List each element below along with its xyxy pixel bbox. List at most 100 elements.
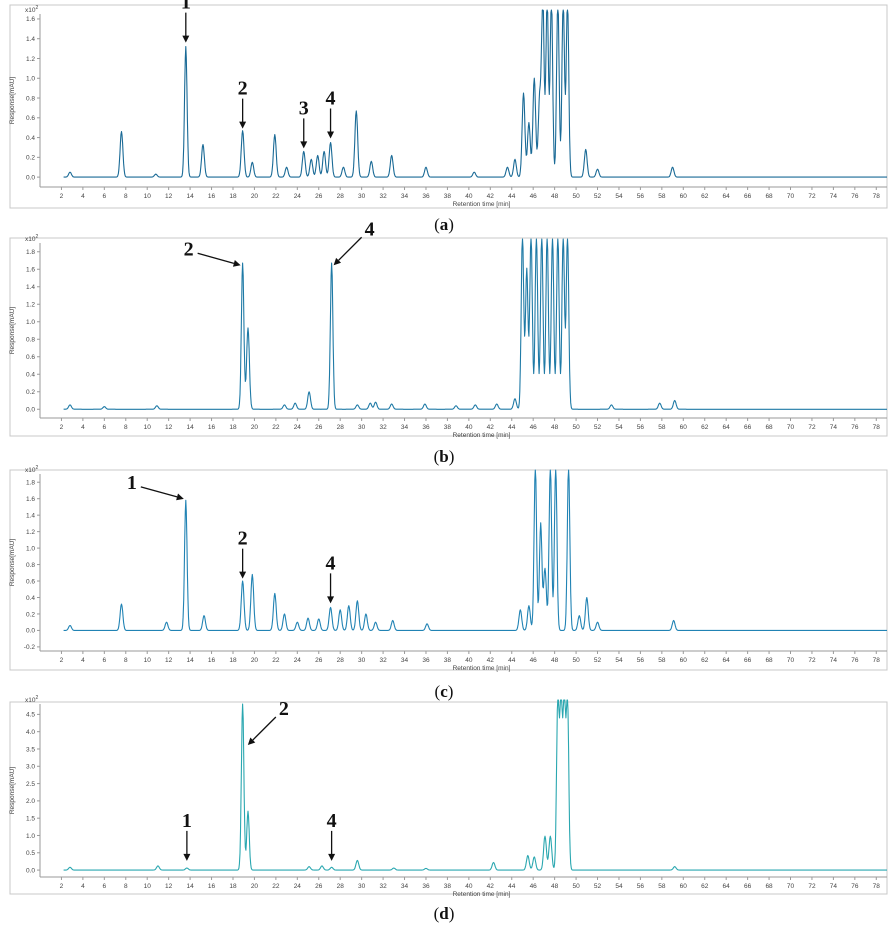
- x-tick-label: 18: [229, 657, 237, 664]
- y-tick-label: 0.2: [26, 611, 35, 618]
- caption-close: ): [448, 215, 454, 234]
- x-tick-label: 26: [315, 657, 323, 664]
- x-tick-label: 42: [487, 657, 495, 664]
- x-tick-label: 46: [530, 883, 538, 890]
- x-tick-label: 18: [229, 193, 237, 200]
- x-tick-label: 48: [551, 193, 559, 200]
- peak-label-1: 1: [127, 472, 137, 494]
- x-tick-label: 22: [272, 883, 280, 890]
- x-tick-label: 40: [465, 193, 473, 200]
- x-tick-label: 20: [251, 883, 259, 890]
- x-tick-label: 8: [124, 883, 128, 890]
- x-tick-label: 52: [594, 657, 602, 664]
- y-tick-label: 1.6: [26, 496, 35, 503]
- x-tick-label: 58: [658, 657, 666, 664]
- y-axis-title: Response[mAU]: [9, 307, 16, 355]
- y-axis-title: Response[mAU]: [9, 539, 16, 587]
- x-tick-label: 18: [229, 424, 237, 431]
- panel-frame: [9, 237, 888, 437]
- peak-label-2: 2: [238, 528, 248, 550]
- x-tick-label: 76: [851, 424, 859, 431]
- annotation-arrow: [140, 486, 178, 498]
- x-tick-label: 24: [294, 424, 302, 431]
- x-tick-label: 4: [81, 657, 85, 664]
- peak-label-4: 4: [326, 552, 336, 574]
- peak-label-4: 4: [327, 810, 337, 832]
- annotation-arrowhead: [247, 737, 256, 745]
- x-tick-label: 16: [208, 193, 216, 200]
- x-tick-label: 36: [422, 883, 430, 890]
- x-tick-label: 34: [401, 657, 409, 664]
- x-tick-label: 18: [229, 883, 237, 890]
- x-tick-label: 70: [787, 657, 795, 664]
- peak-label-4: 4: [365, 218, 375, 240]
- x-tick-label: 24: [294, 883, 302, 890]
- x-tick-label: 2: [60, 657, 64, 664]
- x-tick-label: 32: [379, 424, 387, 431]
- y-axis-title: Response[mAU]: [9, 767, 16, 815]
- x-tick-label: 12: [165, 424, 173, 431]
- x-tick-label: 66: [744, 193, 752, 200]
- chromatogram-trace: [63, 238, 888, 410]
- x-tick-label: 32: [379, 193, 387, 200]
- x-tick-label: 56: [637, 883, 645, 890]
- x-tick-label: 76: [851, 657, 859, 664]
- x-tick-label: 38: [444, 193, 452, 200]
- y-tick-label: 0.4: [26, 135, 35, 142]
- y-tick-label: 0.4: [26, 595, 35, 602]
- x-tick-label: 36: [422, 657, 430, 664]
- x-tick-label: 64: [723, 424, 731, 431]
- caption-close: ): [449, 904, 455, 923]
- y-tick-label: 0.0: [26, 628, 35, 635]
- x-tick-label: 74: [830, 657, 838, 664]
- x-tick-label: 48: [551, 657, 559, 664]
- annotation-arrowhead: [333, 257, 342, 266]
- x-tick-label: 52: [594, 424, 602, 431]
- x-tick-label: 46: [530, 424, 538, 431]
- x-tick-label: 60: [680, 424, 688, 431]
- x-tick-label: 34: [401, 883, 409, 890]
- y-tick-label: 1.5: [26, 815, 35, 822]
- annotation-arrow: [338, 236, 363, 261]
- peak-label-1: 1: [182, 810, 192, 832]
- x-tick-label: 54: [615, 424, 623, 431]
- x-tick-label: 78: [873, 424, 881, 431]
- panel-a: 2 4 6 8 10 12 14 16 18 20 22 24 26 28 30 32 34 36 38 40 42 44…: [9, 0, 888, 234]
- y-tick-label: 1.2: [26, 56, 35, 63]
- x-axis-title: Retention time [min]: [453, 201, 511, 208]
- x-axis-title: Retention time [min]: [453, 665, 511, 672]
- x-tick-label: 70: [787, 883, 795, 890]
- y-tick-label: 0.2: [26, 389, 35, 396]
- peak-label-4: 4: [326, 88, 336, 110]
- chromatogram-trace: [63, 469, 888, 631]
- y-tick-label: 1.4: [26, 284, 35, 291]
- x-tick-label: 40: [465, 424, 473, 431]
- x-tick-label: 50: [572, 424, 580, 431]
- panel-caption: (c): [435, 682, 454, 701]
- x-tick-label: 26: [315, 424, 323, 431]
- x-tick-label: 28: [337, 883, 345, 890]
- x-tick-label: 12: [165, 657, 173, 664]
- y-tick-label: 0.5: [26, 850, 35, 857]
- x-tick-label: 30: [358, 883, 366, 890]
- x-tick-label: 34: [401, 193, 409, 200]
- x-tick-label: 10: [144, 657, 152, 664]
- x-tick-label: 42: [487, 424, 495, 431]
- y-tick-label: 1.8: [26, 480, 35, 487]
- peak-label-1: 1: [181, 0, 191, 14]
- y-exponent-label: x102: [25, 234, 38, 243]
- x-tick-label: 22: [272, 657, 280, 664]
- x-tick-label: 76: [851, 193, 859, 200]
- x-tick-label: 74: [830, 424, 838, 431]
- caption-open: (: [434, 447, 440, 466]
- x-tick-label: 38: [444, 657, 452, 664]
- x-tick-label: 26: [315, 193, 323, 200]
- x-tick-label: 44: [508, 657, 516, 664]
- x-tick-label: 64: [723, 193, 731, 200]
- x-tick-label: 30: [358, 657, 366, 664]
- x-tick-label: 6: [103, 657, 107, 664]
- y-exponent-label: x102: [25, 695, 38, 704]
- x-tick-label: 56: [637, 657, 645, 664]
- x-tick-label: 10: [144, 424, 152, 431]
- y-exponent-power: 2: [35, 5, 38, 11]
